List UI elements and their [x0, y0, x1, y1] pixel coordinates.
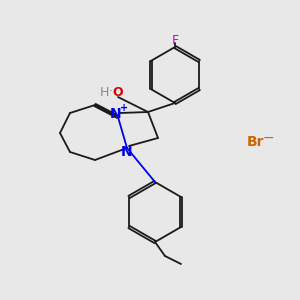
Text: N: N	[121, 145, 133, 159]
Text: Br: Br	[246, 135, 264, 149]
Text: −: −	[262, 131, 274, 145]
Text: O: O	[113, 86, 123, 100]
Text: F: F	[171, 34, 178, 46]
Text: H: H	[99, 86, 109, 100]
Text: ·: ·	[109, 85, 113, 98]
Text: +: +	[120, 103, 128, 113]
Text: N: N	[110, 107, 122, 121]
